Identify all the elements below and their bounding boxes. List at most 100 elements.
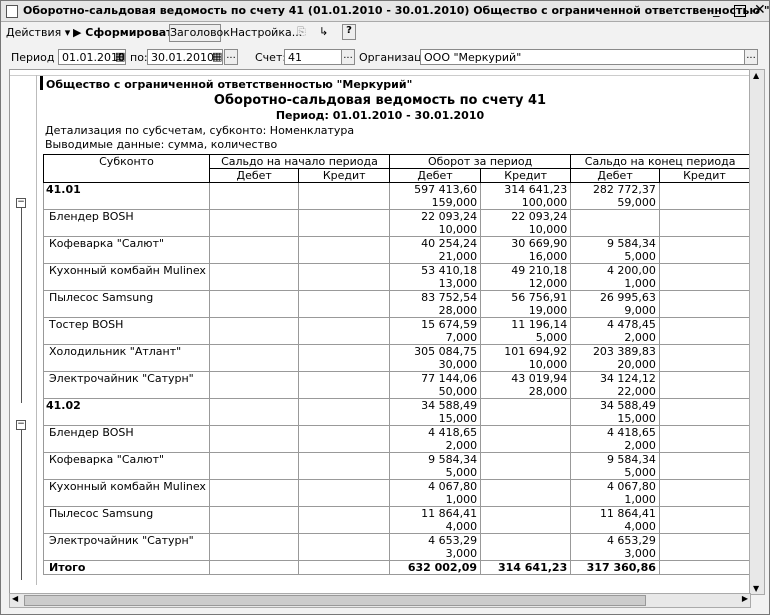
- amount-cell: [658, 398, 750, 426]
- scroll-down[interactable]: ▼: [753, 584, 760, 593]
- amount-line: 53 410,18: [421, 264, 478, 278]
- amount-cell: [208, 290, 300, 318]
- collapse-button[interactable]: −: [16, 197, 26, 208]
- amount-cell: [298, 479, 390, 507]
- amount-line: 19,000: [528, 304, 568, 317]
- minimize-button[interactable]: _: [713, 3, 720, 18]
- amount-line: 59,000: [617, 196, 656, 209]
- amount-cell: 203 389,83 20,000: [570, 344, 660, 372]
- amount-line: 282 772,37: [592, 183, 656, 197]
- table-row: Пылесос Samsung 83 752,54 28,000 56 756,91 1…: [43, 290, 750, 318]
- subconto-cell: Кофеварка "Салют": [43, 452, 210, 480]
- amount-line: 15,000: [617, 412, 656, 425]
- subconto-cell: Тостер BOSH: [43, 317, 210, 345]
- amount-cell: [208, 398, 300, 426]
- amount-cell: [298, 371, 390, 399]
- arrow-icon[interactable]: ↳: [319, 25, 329, 38]
- amount-line: 4 067,80: [606, 480, 656, 494]
- copy-icon[interactable]: ⎘: [297, 25, 306, 38]
- amount-cell: 9 584,34 5,000: [388, 452, 482, 480]
- subconto-cell: Кофеварка "Салют": [43, 236, 210, 264]
- amount-cell: [208, 236, 300, 264]
- amount-line: 83 752,54: [421, 291, 478, 305]
- amount-cell: 77 144,06 50,000: [388, 371, 482, 399]
- amount-line: 34 124,12: [599, 372, 656, 386]
- amount-line: 203 389,83: [592, 345, 656, 359]
- amount-line: 34 588,49: [421, 399, 478, 413]
- organization-input[interactable]: ООО "Меркурий": [420, 49, 745, 65]
- header-cell: Дебет: [208, 168, 300, 183]
- horizontal-scrollbar[interactable]: ◀ ▶: [9, 593, 751, 608]
- amount-cell: 314 641,23 100,000: [480, 182, 572, 210]
- amount-cell: [480, 533, 572, 561]
- amount-line: 100,000: [521, 196, 568, 209]
- amount-cell: [208, 317, 300, 345]
- account-input[interactable]: 41: [284, 49, 342, 65]
- period-to-input[interactable]: 30.01.2010: [147, 49, 223, 65]
- close-button[interactable]: ✕: [754, 2, 766, 18]
- period-to-label: по:: [130, 51, 148, 64]
- table-row: Кофеварка "Салют" 40 254,24 21,000 30 669,9…: [43, 236, 750, 264]
- amount-line: 4 418,65: [428, 426, 478, 440]
- calendar-icon[interactable]: ▦: [212, 50, 223, 63]
- header-button[interactable]: Заголовок: [169, 24, 230, 42]
- amount-cell: [658, 236, 750, 264]
- amount-cell: 34 588,49 15,000: [388, 398, 482, 426]
- amount-cell: 26 995,63 9,000: [570, 290, 660, 318]
- amount-line: 305 084,75: [414, 345, 478, 359]
- amount-cell: [298, 452, 390, 480]
- amount-cell: 4 067,80 1,000: [388, 479, 482, 507]
- amount-cell: [480, 398, 572, 426]
- amount-cell: [298, 317, 390, 345]
- subconto-cell: Холодильник "Атлант": [43, 344, 210, 372]
- help-button[interactable]: ?: [342, 24, 356, 40]
- amount-cell: 9 584,34 5,000: [570, 452, 660, 480]
- subconto-cell: Кухонный комбайн Mulinex: [43, 479, 210, 507]
- period-more-button[interactable]: ...: [224, 49, 238, 65]
- amount-cell: [208, 209, 300, 237]
- amount-line: 9 584,34: [428, 453, 478, 467]
- amount-line: 159,000: [431, 196, 478, 209]
- amount-line: 30,000: [438, 358, 478, 371]
- scroll-left[interactable]: ◀: [12, 594, 19, 603]
- amount-line: 5,000: [445, 466, 478, 479]
- actions-menu[interactable]: Действия ▾: [6, 26, 71, 39]
- amount-cell: 22 093,24 10,000: [480, 209, 572, 237]
- amount-line: 314 641,23: [504, 183, 568, 197]
- amount-cell: [658, 290, 750, 318]
- header-cell: Дебет: [388, 168, 482, 183]
- amount-cell: [208, 344, 300, 372]
- generate-label: Сформировать: [85, 26, 180, 39]
- amount-cell: 282 772,37 59,000: [570, 182, 660, 210]
- report-organization: Общество с ограниченной ответственностью…: [46, 78, 413, 91]
- amount-line: 10,000: [528, 223, 568, 236]
- scroll-up[interactable]: ▲: [753, 71, 760, 80]
- report-detail: Детализация по субсчетам, субконто: Номе…: [45, 124, 355, 137]
- period-from-input[interactable]: 01.01.2010: [58, 49, 126, 65]
- table-row: Тостер BOSH 15 674,59 7,000 11 196,14 5,000 4…: [43, 317, 750, 345]
- report-period: Период: 01.01.2010 - 30.01.2010: [275, 109, 485, 122]
- amount-cell: [298, 560, 390, 575]
- table-row: Кофеварка "Салют" 9 584,34 5,000 9 584,34 5,…: [43, 452, 750, 480]
- generate-button[interactable]: ▶ Сформировать: [73, 26, 180, 39]
- report-output: Выводимые данные: сумма, количество: [45, 138, 278, 151]
- amount-line: 34 588,49: [599, 399, 656, 413]
- maximize-button[interactable]: [734, 5, 746, 17]
- amount-cell: [658, 452, 750, 480]
- amount-cell: 11 196,14 5,000: [480, 317, 572, 345]
- table-row: Пылесос Samsung 11 864,41 4,000 11 864,41 4,…: [43, 506, 750, 534]
- scroll-thumb[interactable]: [24, 595, 646, 606]
- scroll-right[interactable]: ▶: [741, 594, 748, 603]
- amount-cell: [480, 506, 572, 534]
- amount-line: 317 360,86: [586, 561, 656, 574]
- vertical-scrollbar[interactable]: ▲ ▼: [749, 69, 765, 595]
- account-more-button[interactable]: ...: [341, 49, 355, 65]
- amount-line: 4 418,65: [606, 426, 656, 440]
- calendar-icon[interactable]: ▦: [115, 50, 126, 63]
- settings-button[interactable]: Настройка...: [230, 26, 303, 39]
- amount-line: 2,000: [445, 439, 478, 452]
- group-line: [21, 430, 22, 580]
- organization-more-button[interactable]: ...: [744, 49, 758, 65]
- collapse-button[interactable]: −: [16, 419, 26, 430]
- amount-line: 3,000: [445, 547, 478, 560]
